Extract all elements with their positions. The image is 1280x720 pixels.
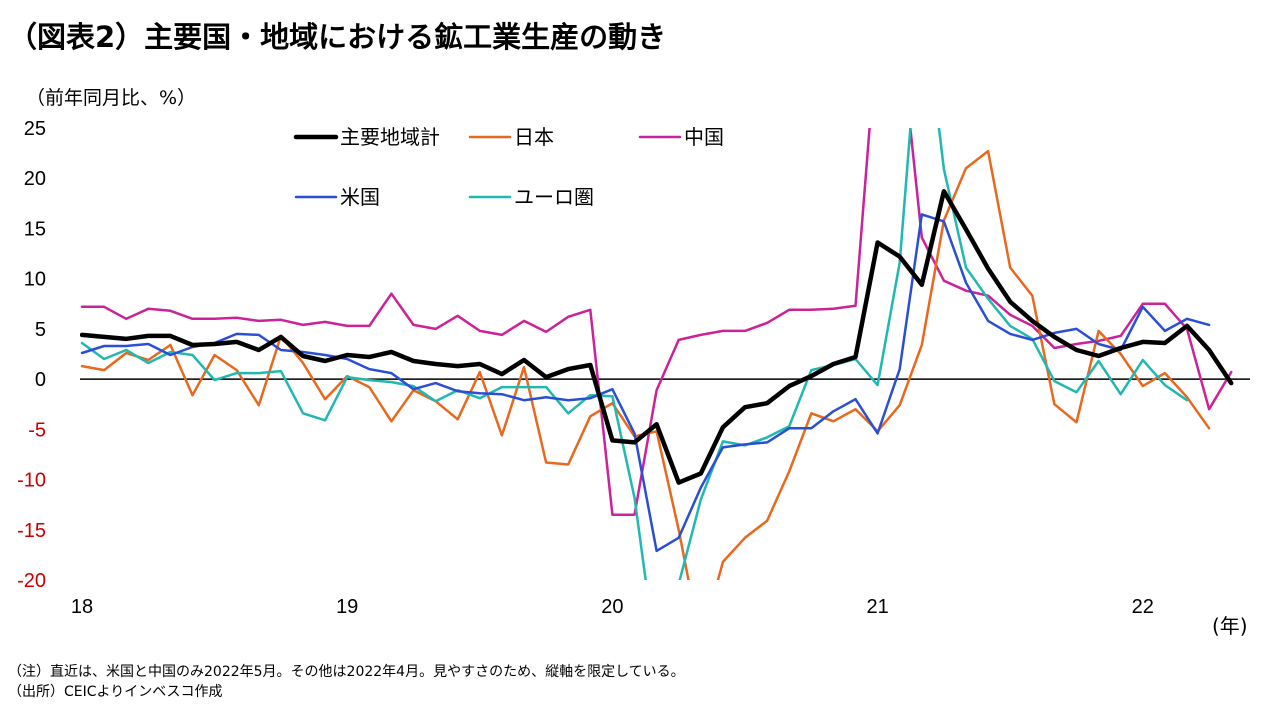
y-tick-label: -20 (17, 570, 46, 592)
x-tick-label: 18 (71, 596, 93, 618)
x-tick-label: 19 (336, 596, 358, 618)
y-axis-ticks: 25 20 15 10 5 0 -5 -10 -15 -20 (17, 118, 46, 592)
legend-label: 日本 (514, 125, 554, 149)
footnotes: （注）直近は、米国と中国のみ2022年5月。その他は2022年4月。見やすさのた… (8, 662, 685, 702)
series-line (80, 128, 1233, 516)
series-line (80, 213, 1211, 553)
footnote-source: （出所）CEICよりインベスコ作成 (8, 684, 223, 700)
y-tick-label: 5 (35, 319, 46, 341)
y-tick-label: 25 (24, 118, 46, 140)
series-line (80, 149, 1211, 580)
legend-label: ユーロ圏 (514, 185, 594, 209)
legend-label: 米国 (340, 185, 380, 209)
series-layer (80, 128, 1234, 580)
x-tick-label: 20 (601, 596, 623, 618)
footnote-note: （注）直近は、米国と中国のみ2022年5月。その他は2022年4月。見やすさのた… (8, 664, 685, 680)
x-axis-ticks: 18 19 20 21 22 (71, 596, 1154, 618)
y-tick-label: -15 (17, 520, 46, 542)
y-tick-label: 0 (35, 369, 46, 391)
y-tick-label: 20 (24, 168, 46, 190)
y-axis-label: （前年同月比、%） (26, 87, 197, 109)
page-title: （図表2）主要国・地域における鉱工業生産の動き (8, 20, 667, 54)
legend-label: 中国 (684, 125, 724, 149)
x-tick-label: 22 (1132, 596, 1154, 618)
y-tick-label: 10 (24, 269, 46, 291)
y-tick-label: -10 (17, 470, 46, 492)
y-tick-label: -5 (28, 419, 46, 441)
y-tick-label: 15 (24, 218, 46, 240)
series-line (80, 189, 1234, 485)
x-tick-label: 21 (866, 596, 888, 618)
legend-label: 主要地域計 (340, 125, 440, 149)
series-line (80, 128, 1189, 580)
x-axis-unit: (年) (1212, 614, 1248, 638)
